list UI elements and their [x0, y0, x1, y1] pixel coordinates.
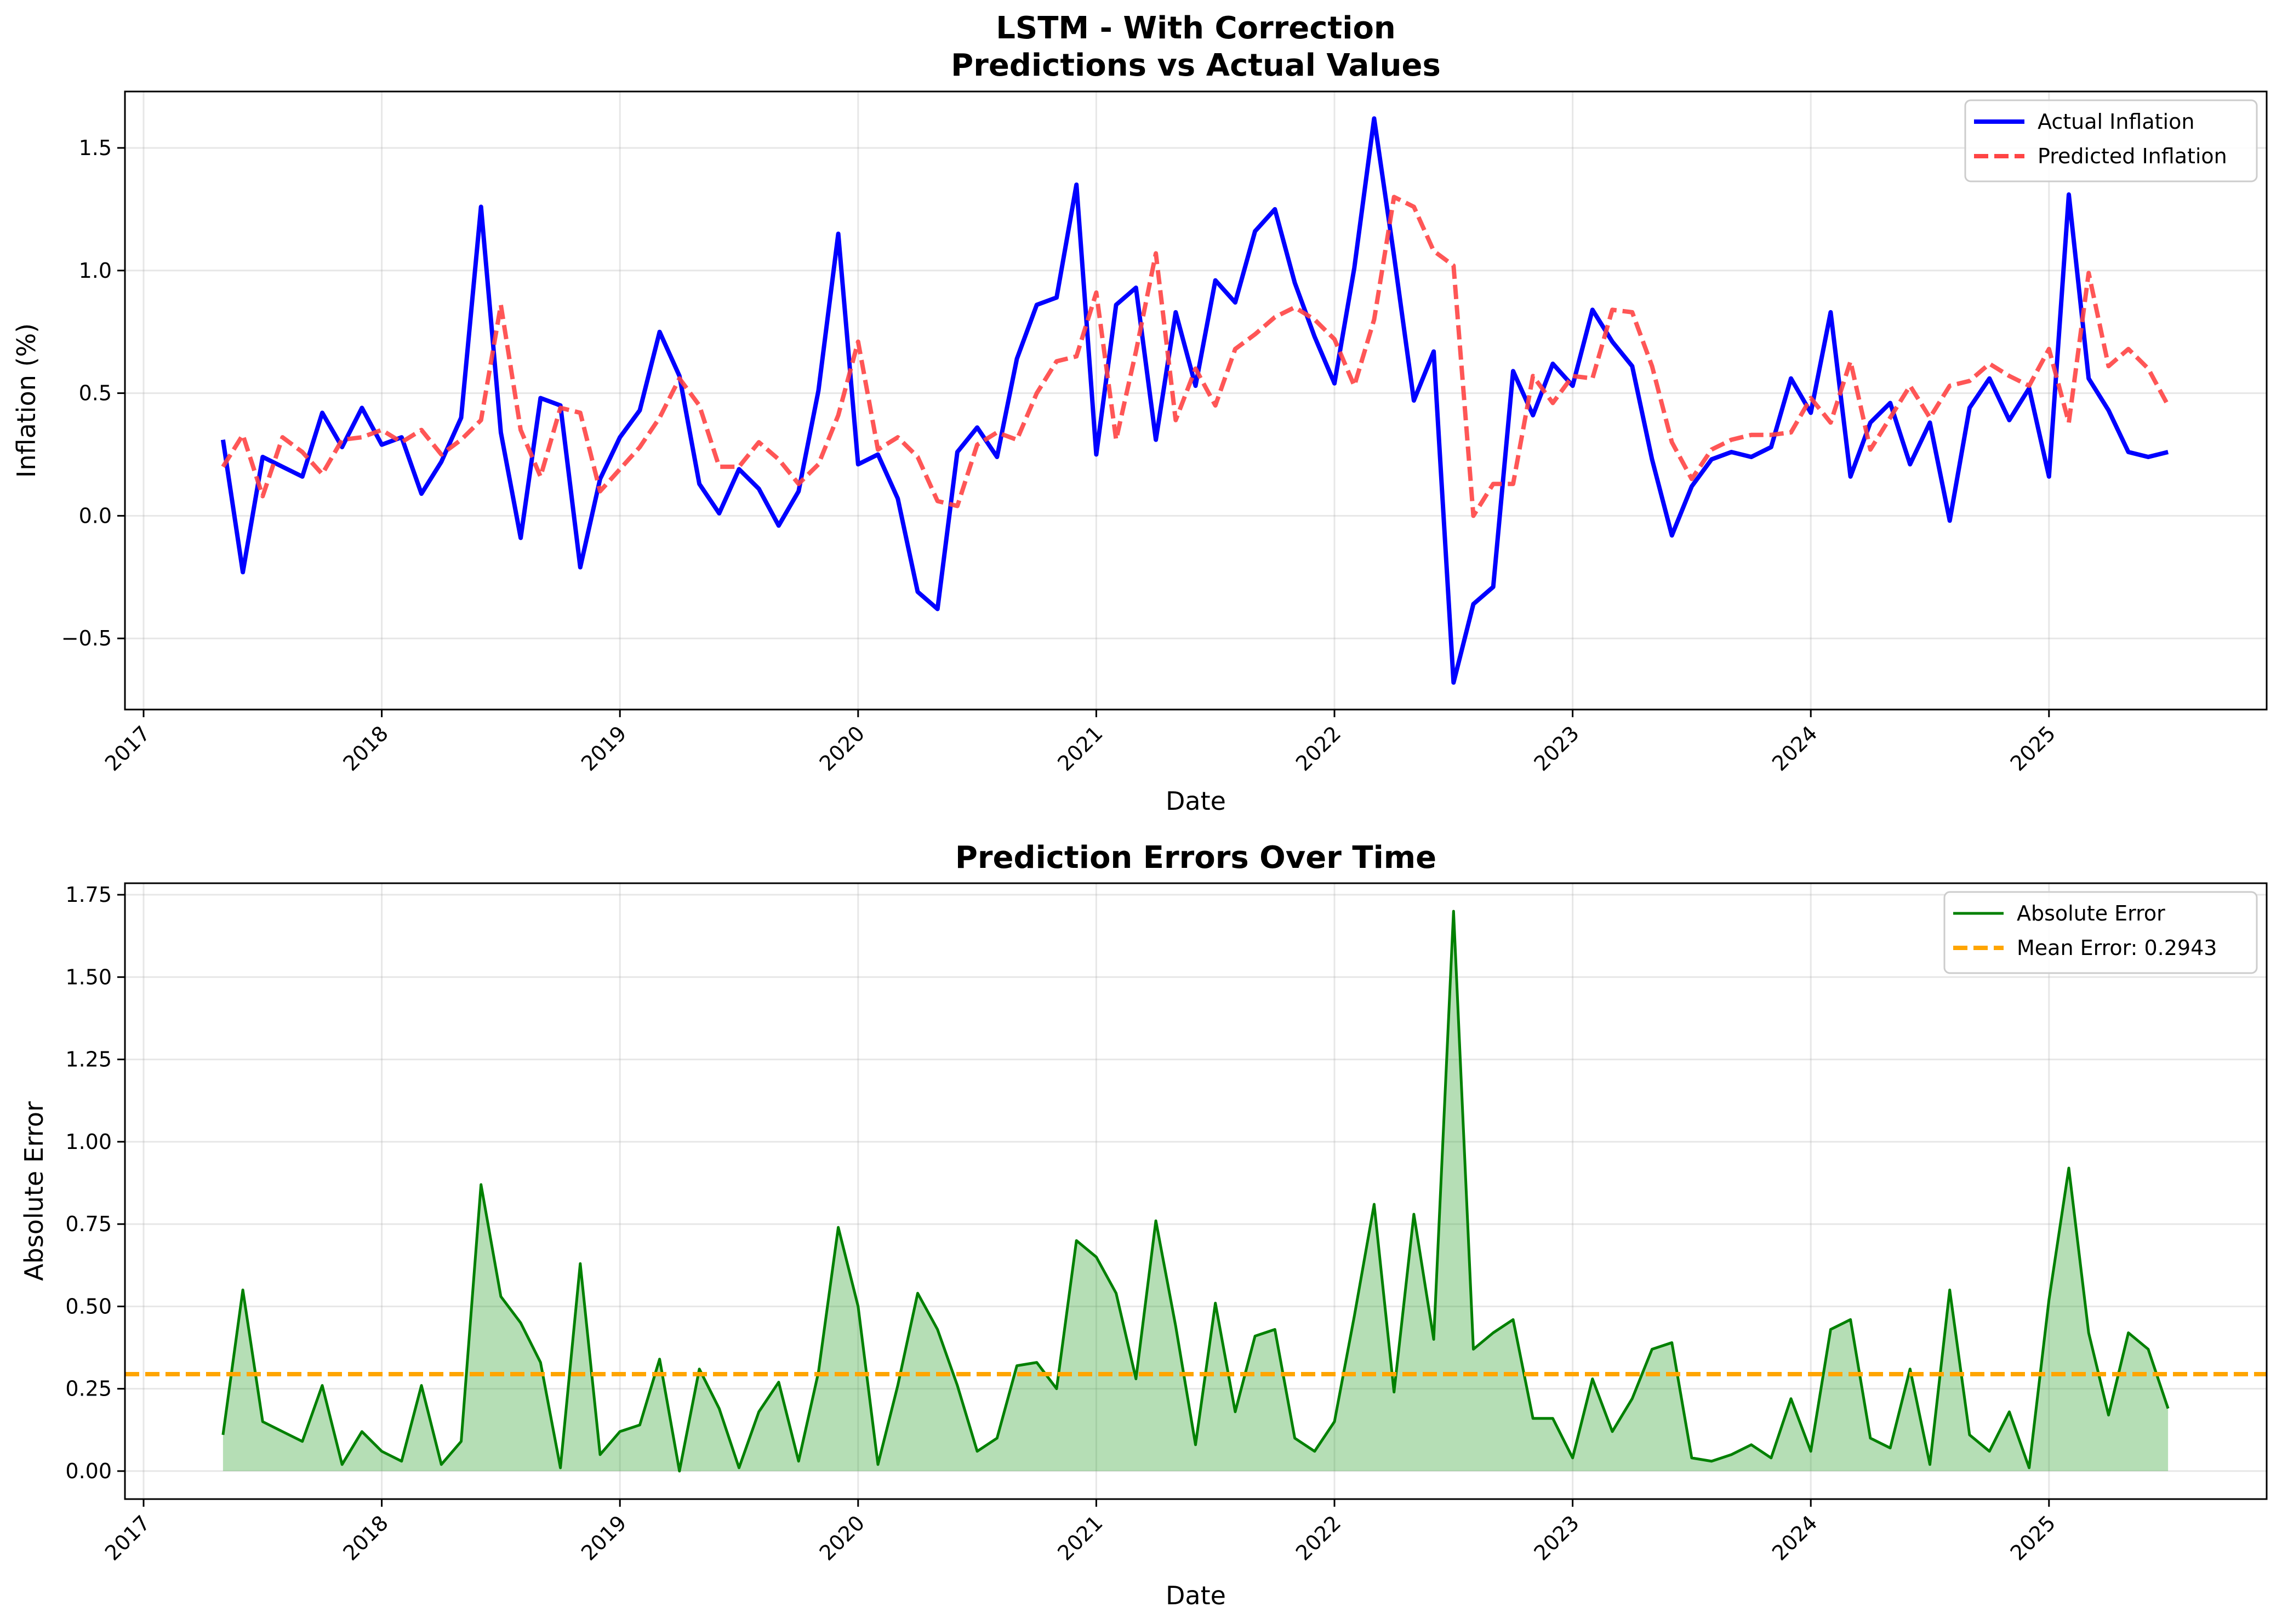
- bottom-chart-y-axis-label: Absolute Error: [19, 1101, 49, 1281]
- y-tick-label: 1.75: [65, 883, 112, 907]
- top-legend-predicted-label: Predicted Inflation: [2038, 144, 2227, 168]
- y-tick-label: 1.25: [65, 1048, 112, 1072]
- bottom-chart-grid: [125, 883, 2267, 1499]
- top-chart-x-axis-label: Date: [1166, 786, 1226, 816]
- top-chart-y-ticks: −0.5 0.0 0.5 1.0 1.5: [61, 136, 125, 650]
- top-chart-legend: Actual Inflation Predicted Inflation: [1964, 99, 2258, 182]
- bottom-chart-x-axis-label: Date: [1166, 1581, 1226, 1610]
- y-tick-label: 0.00: [65, 1459, 112, 1483]
- bottom-legend-abs-error-label: Absolute Error: [2017, 901, 2165, 925]
- top-chart-y-axis-label: Inflation (%): [12, 323, 41, 478]
- y-tick-label: −0.5: [61, 626, 112, 650]
- bottom-chart-plot-area: [125, 910, 2267, 1473]
- bottom-chart-y-ticks: 0.00 0.25 0.50 0.75 1.00 1.25 1.50 1.75: [65, 883, 125, 1483]
- top-chart-title-line-2: Predictions vs Actual Values: [951, 48, 1441, 83]
- y-tick-label: 0.0: [79, 504, 112, 528]
- actual-inflation-line: [220, 116, 2169, 685]
- bottom-legend-mean-error-label: Mean Error: 0.2943: [2017, 936, 2217, 960]
- y-tick-label: 1.00: [65, 1130, 112, 1154]
- top-legend-box: [1964, 99, 2258, 182]
- bottom-chart-frame: [124, 882, 2268, 1500]
- error-area-fill: [223, 911, 2169, 1471]
- top-chart-frame: [124, 90, 2268, 711]
- y-tick-label: 1.0: [79, 259, 112, 283]
- top-chart-title-line-1: LSTM - With Correction: [996, 10, 1396, 46]
- absolute-error-line: [221, 910, 2170, 1473]
- y-tick-label: 1.5: [79, 136, 112, 160]
- y-tick-label: 0.25: [65, 1377, 112, 1401]
- y-tick-label: 0.75: [65, 1212, 112, 1236]
- predicted-inflation-line: [221, 195, 2170, 518]
- bottom-legend-box: [1943, 891, 2258, 974]
- top-legend-actual-label: Actual Inflation: [2038, 110, 2194, 134]
- bottom-chart-legend: Absolute Error Mean Error: 0.2943: [1943, 891, 2258, 974]
- bottom-chart-title: Prediction Errors Over Time: [955, 840, 1436, 876]
- top-chart-grid: [125, 92, 2267, 710]
- y-tick-label: 0.5: [79, 381, 112, 405]
- y-tick-label: 0.50: [65, 1294, 112, 1318]
- y-tick-label: 1.50: [65, 965, 112, 989]
- top-chart-plot-area: [220, 116, 2170, 685]
